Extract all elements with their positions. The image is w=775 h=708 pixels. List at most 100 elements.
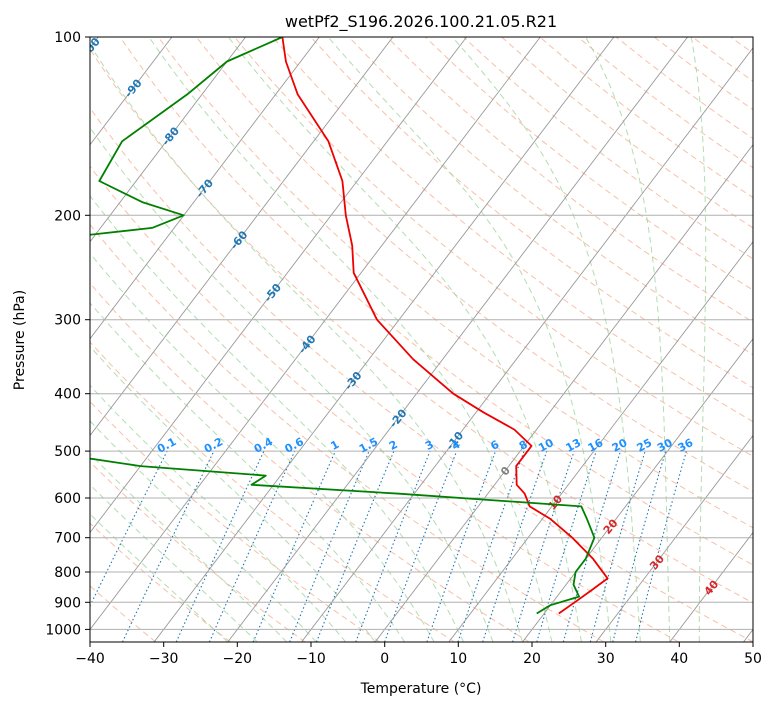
x-tick-label: −30 xyxy=(149,651,179,667)
dry-adiabat xyxy=(234,37,753,457)
isotherm-line xyxy=(595,434,753,642)
isotherm-line xyxy=(90,37,246,243)
moist-adiabat xyxy=(90,195,464,642)
mixing-ratio-label: 13 xyxy=(564,436,584,455)
isotherm-line xyxy=(90,37,173,146)
mixing-ratio-line xyxy=(536,450,597,642)
isotherms xyxy=(90,37,753,642)
y-tick-label: 800 xyxy=(54,565,81,581)
isotherm-line xyxy=(669,531,753,642)
mixing-ratio-label: 20 xyxy=(610,436,630,455)
dry-adiabat xyxy=(424,37,753,291)
moist-adiabat xyxy=(90,345,376,642)
moist-adiabat xyxy=(90,420,317,642)
mixing-ratio-line xyxy=(457,450,525,642)
mixing-ratio-label: 25 xyxy=(635,436,655,455)
x-tick-label: 40 xyxy=(670,651,688,667)
x-tick-label: 0 xyxy=(380,651,389,667)
moist-adiabat xyxy=(227,37,582,642)
x-tick-label: −40 xyxy=(75,651,105,667)
moist-adiabats xyxy=(90,37,707,642)
x-axis-label: Temperature (°C) xyxy=(360,681,482,697)
plot-area: -100-90-80-70-60-50-40-30-20-10010203040… xyxy=(90,37,753,642)
moist-adiabat xyxy=(327,37,612,642)
dry-adiabat xyxy=(90,400,381,642)
isotherm-line xyxy=(374,144,753,642)
isotherm-line xyxy=(448,240,753,642)
isotherm-line xyxy=(90,37,467,534)
isotherm-line xyxy=(522,337,753,642)
isotherm-line xyxy=(90,37,541,631)
mixing-ratio-line xyxy=(355,450,431,642)
x-tick-label: −10 xyxy=(296,651,326,667)
x-axis-ticks: −40 −30 −20 −10 0 10 20 30 40 50 xyxy=(75,642,762,667)
mixing-ratio-label: 36 xyxy=(676,436,696,455)
moist-adiabat xyxy=(90,453,288,642)
y-axis-ticks: 100 200 300 400 500 600 700 800 900 1000 xyxy=(45,30,90,638)
mixing-ratio-line xyxy=(208,450,296,642)
moist-adiabat xyxy=(90,483,258,642)
x-tick-label: 50 xyxy=(744,651,762,667)
isotherm-line xyxy=(90,37,320,340)
y-tick-label: 1000 xyxy=(45,622,81,638)
dry-adiabat xyxy=(90,165,679,642)
mixing-ratio-label: 30 xyxy=(655,436,675,455)
dry-adiabat xyxy=(90,282,530,642)
moist-adiabat xyxy=(90,252,435,642)
moist-adiabat xyxy=(90,126,494,642)
x-tick-label: −20 xyxy=(223,651,253,667)
mixing-ratio-label: 10 xyxy=(536,436,556,455)
x-tick-label: 10 xyxy=(449,651,467,667)
y-tick-label: 700 xyxy=(54,531,81,547)
mixing-ratio-line xyxy=(289,450,370,642)
y-tick-label: 900 xyxy=(54,595,81,611)
y-tick-label: 200 xyxy=(54,208,81,224)
sounding-series xyxy=(90,37,609,615)
mixing-ratio-line xyxy=(612,450,667,642)
dry-adiabat xyxy=(90,223,605,642)
y-tick-label: 600 xyxy=(54,491,81,507)
plot-frame xyxy=(89,36,754,643)
y-axis-label: Pressure (hPa) xyxy=(12,290,28,390)
mixing-ratio-label: 16 xyxy=(586,436,606,455)
isotherm-line xyxy=(227,37,688,642)
dry-adiabats xyxy=(90,37,753,642)
dewpoint-profile xyxy=(90,37,596,615)
moist-adiabat xyxy=(451,37,641,642)
mixing-ratio-line xyxy=(482,450,548,642)
y-tick-label: 400 xyxy=(54,387,81,403)
dry-adiabat xyxy=(90,341,455,642)
dry-adiabat xyxy=(90,461,306,642)
y-tick-label: 100 xyxy=(54,30,81,46)
moist-adiabat xyxy=(148,37,553,642)
mixing-ratio-line xyxy=(252,450,336,642)
dry-adiabat xyxy=(386,37,753,323)
moist-adiabat xyxy=(90,513,229,642)
isotherm-line xyxy=(301,47,753,642)
dry-adiabat xyxy=(90,585,157,642)
chart-title: wetPf2_S196.2026.100.21.05.R21 xyxy=(285,12,557,32)
temperature-profile xyxy=(281,37,609,615)
moist-adiabat xyxy=(690,37,707,642)
y-tick-label: 300 xyxy=(54,313,81,329)
mixing-ratio-line xyxy=(426,450,497,642)
mixing-ratio-line xyxy=(589,450,646,642)
isotherm-line xyxy=(90,37,394,437)
moist-adiabat xyxy=(585,37,671,642)
mixing-ratio-line xyxy=(315,450,395,642)
dry-adiabat xyxy=(90,48,753,604)
isotherm-line xyxy=(153,37,615,642)
x-tick-label: 30 xyxy=(597,651,615,667)
mixing-ratio-line xyxy=(90,450,168,608)
dry-adiabat xyxy=(196,37,753,493)
dry-adiabat xyxy=(157,37,753,529)
mixing-ratio-line xyxy=(562,450,622,642)
dry-adiabat xyxy=(119,37,753,566)
pressure-gridlines xyxy=(90,37,753,630)
mixing-ratio-line xyxy=(512,450,575,642)
dry-adiabat xyxy=(348,37,753,356)
moist-adiabat xyxy=(90,43,523,642)
y-tick-label: 500 xyxy=(54,444,81,460)
